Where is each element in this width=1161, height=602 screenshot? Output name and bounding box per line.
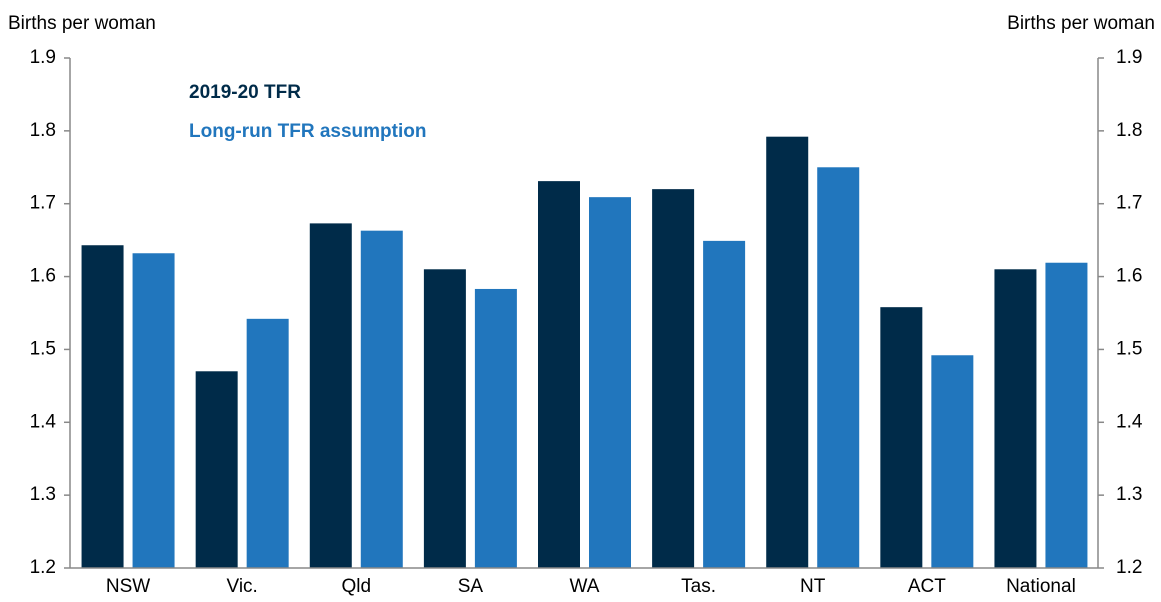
y2-tick-label: 1.2: [1116, 557, 1142, 578]
bar: [1045, 262, 1088, 568]
bar: [766, 136, 809, 568]
bar: [880, 307, 923, 568]
y-tick-label: 1.9: [30, 47, 56, 68]
bar: [195, 371, 238, 568]
y2-tick-label: 1.7: [1116, 193, 1142, 214]
x-tick-label: National: [1006, 576, 1076, 597]
bar: [423, 269, 466, 568]
bar: [589, 197, 631, 568]
y-tick-label: 1.5: [30, 338, 56, 359]
y-tick-label: 1.3: [30, 484, 56, 505]
x-tick-label: WA: [570, 576, 600, 597]
x-tick-label: NT: [800, 576, 826, 597]
y-tick-label: 1.8: [30, 120, 56, 141]
x-tick-label: Qld: [341, 576, 371, 597]
y-tick-label: 1.7: [30, 193, 56, 214]
y-tick-label: 1.2: [30, 557, 56, 578]
bar: [652, 189, 695, 568]
bar: [309, 223, 352, 568]
bar: [538, 181, 580, 568]
bar: [994, 269, 1037, 568]
x-tick-label: Vic.: [226, 576, 257, 597]
bar: [931, 355, 974, 568]
bar: [132, 253, 175, 568]
bar: [474, 288, 517, 568]
x-tick-label: ACT: [908, 576, 946, 597]
y-axis-label: Births per woman: [8, 13, 156, 34]
x-tick-label: SA: [458, 576, 484, 597]
bar: [360, 230, 403, 568]
bar: [246, 318, 289, 568]
bar: [81, 245, 124, 568]
legend-label: Long-run TFR assumption: [189, 121, 426, 142]
y2-tick-label: 1.5: [1116, 338, 1142, 359]
bar: [817, 167, 860, 569]
bar: [703, 240, 746, 568]
y2-tick-label: 1.4: [1116, 411, 1143, 432]
y-tick-label: 1.6: [30, 266, 56, 287]
y2-tick-label: 1.3: [1116, 484, 1142, 505]
x-tick-label: Tas.: [681, 576, 716, 597]
y2-tick-label: 1.8: [1116, 120, 1142, 141]
y-tick-label: 1.4: [30, 411, 57, 432]
y2-tick-label: 1.6: [1116, 266, 1142, 287]
x-tick-label: NSW: [106, 576, 150, 597]
y2-tick-label: 1.9: [1116, 47, 1142, 68]
legend-label: 2019-20 TFR: [189, 82, 301, 103]
y2-axis-label: Births per woman: [1007, 13, 1155, 34]
